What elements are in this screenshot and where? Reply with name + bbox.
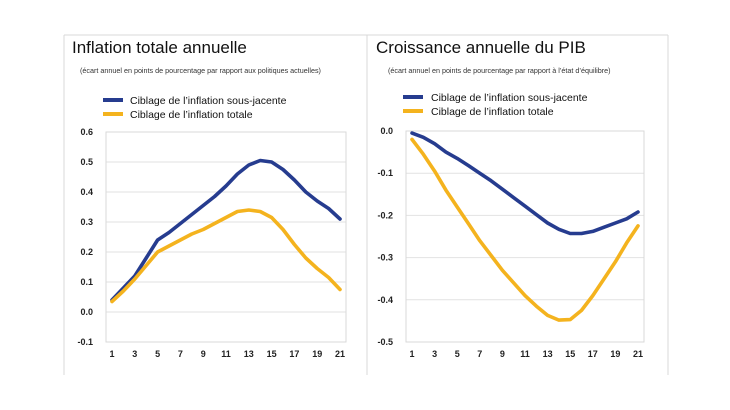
x-tick-label: 17 <box>588 349 598 359</box>
y-tick-label: 0.1 <box>80 277 93 287</box>
x-tick-label: 15 <box>565 349 575 359</box>
x-tick-label: 1 <box>409 349 414 359</box>
gdp-plot: 0.0-0.1-0.2-0.3-0.4-0.51 3 5 7 9 11 13 15 17 19 21 <box>377 126 645 359</box>
panel-title: Croissance annuelle du PIB <box>376 38 586 57</box>
legend-label-headline: Ciblage de l’inflation totale <box>130 109 253 121</box>
x-tick-label: 21 <box>335 349 345 359</box>
y-tick-label: 0.0 <box>80 307 93 317</box>
panel-subtitle: (écart annuel en points de pourcentage p… <box>80 66 321 75</box>
series-line-headline-inflation <box>410 137 640 322</box>
legend-label-core: Ciblage de l’inflation sous-jacente <box>431 92 588 104</box>
y-tick-label: 0.6 <box>80 127 93 137</box>
inflation-plot: -0.10.00.10.20.30.40.50.61 3 5 7 9 11 13 15 17 19… <box>77 127 347 359</box>
x-tick-label: 17 <box>289 349 299 359</box>
series-line-headline-inflation <box>110 208 342 304</box>
x-tick-label: 15 <box>267 349 277 359</box>
y-tick-label: 0.4 <box>80 187 93 197</box>
x-tick-label: 13 <box>543 349 553 359</box>
panel-title: Inflation totale annuelle <box>72 38 247 57</box>
y-tick-label: 0.5 <box>80 157 93 167</box>
y-tick-label: -0.4 <box>377 295 393 305</box>
x-tick-label: 1 <box>109 349 114 359</box>
x-tick-label: 11 <box>520 349 530 359</box>
x-tick-label: 13 <box>244 349 254 359</box>
y-tick-label: 0.2 <box>80 247 93 257</box>
gdp-panel: Croissance annuelle du PIB (écart annuel… <box>376 38 645 359</box>
plot-area-border <box>405 130 645 343</box>
x-tick-label: 19 <box>610 349 620 359</box>
series-line-core-inflation <box>410 131 640 236</box>
x-tick-label: 5 <box>455 349 460 359</box>
y-tick-label: 0.3 <box>80 217 93 227</box>
x-tick-label: 21 <box>633 349 643 359</box>
plot-area-border <box>105 131 347 343</box>
y-tick-label: -0.1 <box>377 168 393 178</box>
x-tick-label: 3 <box>432 349 437 359</box>
x-tick-label: 7 <box>178 349 183 359</box>
y-tick-label: -0.2 <box>377 210 393 220</box>
legend-label-core: Ciblage de l’inflation sous-jacente <box>130 95 287 107</box>
x-tick-label: 5 <box>155 349 160 359</box>
x-tick-label: 7 <box>477 349 482 359</box>
x-tick-label: 9 <box>201 349 206 359</box>
series-line-core-inflation <box>110 158 342 302</box>
y-tick-label: -0.3 <box>377 253 393 263</box>
inflation-legend: Ciblage de l’inflation sous-jacente Cibl… <box>103 95 287 121</box>
inflation-panel: Inflation totale annuelle (écart annuel … <box>72 38 347 359</box>
x-tick-label: 9 <box>500 349 505 359</box>
x-tick-label: 11 <box>221 349 231 359</box>
y-tick-label: -0.1 <box>77 337 93 347</box>
x-tick-label: 19 <box>312 349 322 359</box>
gdp-legend: Ciblage de l’inflation sous-jacente Cibl… <box>403 92 588 118</box>
y-tick-label: 0.0 <box>380 126 393 136</box>
panel-subtitle: (écart annuel en points de pourcentage p… <box>388 66 611 75</box>
y-tick-label: -0.5 <box>377 337 393 347</box>
legend-label-headline: Ciblage de l’inflation totale <box>431 106 554 118</box>
x-tick-label: 3 <box>132 349 137 359</box>
